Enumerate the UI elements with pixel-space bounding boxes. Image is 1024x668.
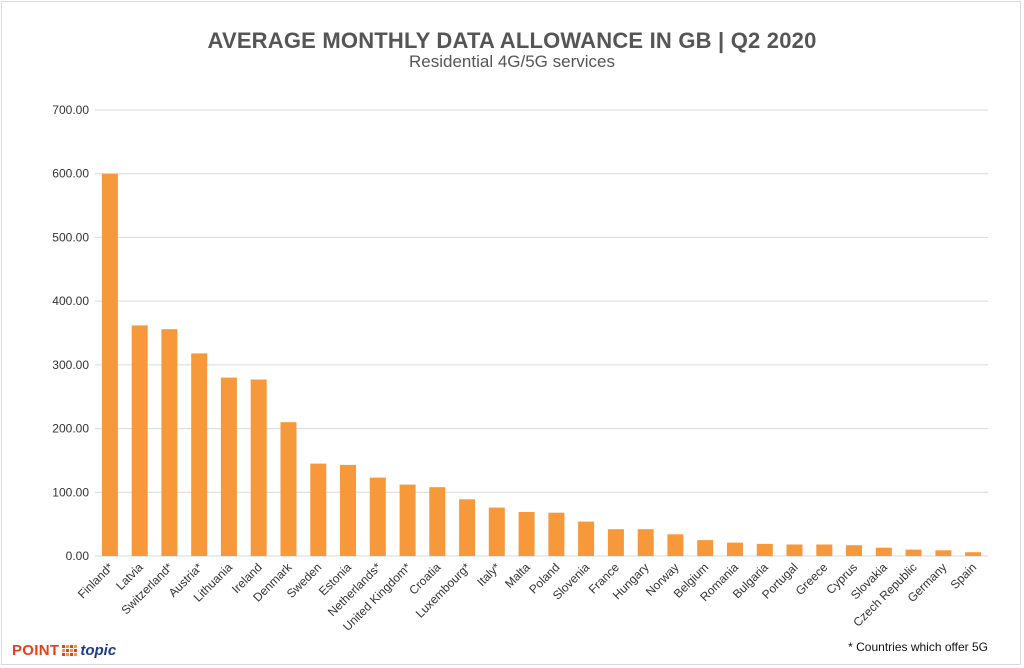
- x-tick-label: Italy*: [474, 560, 503, 589]
- chart-subtitle: Residential 4G/5G services: [409, 52, 615, 71]
- bar: [727, 542, 743, 556]
- bar: [786, 544, 803, 556]
- y-tick-label: 600.00: [52, 167, 89, 181]
- bar: [488, 507, 505, 556]
- logo-topic-text: topic: [80, 641, 117, 659]
- bar: [637, 529, 654, 556]
- bars: [101, 173, 982, 556]
- bar: [578, 521, 595, 556]
- bar: [161, 329, 178, 556]
- y-tick-label: 400.00: [52, 294, 89, 308]
- bar: [875, 547, 892, 556]
- bar: [756, 543, 773, 556]
- bar: [548, 512, 565, 556]
- y-tick-label: 700.00: [52, 103, 89, 117]
- logo-point-text: POINT: [12, 641, 60, 659]
- x-tick-label: Finland*: [75, 560, 116, 601]
- chart-title: AVERAGE MONTHLY DATA ALLOWANCE IN GB | Q…: [207, 28, 817, 53]
- point-topic-logo: POINT topic: [12, 641, 116, 659]
- x-tick-label: Greece: [793, 560, 831, 598]
- y-tick-labels: 0.00 100.00 200.00 300.00 400.00 500.00 600.00…: [52, 103, 89, 563]
- bar: [429, 487, 446, 556]
- bar: [369, 477, 386, 556]
- gridlines: [95, 109, 988, 557]
- bar: [220, 377, 237, 556]
- bar: [965, 552, 982, 556]
- y-tick-label: 300.00: [52, 358, 89, 372]
- bar: [697, 540, 714, 556]
- bar: [905, 549, 922, 556]
- bar: [607, 529, 624, 556]
- bar: [131, 325, 148, 556]
- bar: [816, 544, 833, 556]
- y-tick-label: 200.00: [52, 422, 89, 436]
- y-tick-label: 0.00: [66, 549, 90, 563]
- y-tick-label: 500.00: [52, 230, 89, 244]
- x-tick-label: Spain: [948, 560, 980, 592]
- bar: [250, 379, 267, 556]
- y-tick-label: 100.00: [52, 485, 89, 499]
- bar: [459, 499, 476, 556]
- bar: [191, 353, 208, 556]
- bar: [846, 545, 862, 556]
- bar: [399, 484, 416, 556]
- bar: [935, 550, 952, 556]
- logo-grid-icon: [62, 644, 78, 656]
- x-tick-labels: Finland*LatviaSwitzerland*Austria*Lithua…: [75, 560, 979, 634]
- bar: [518, 512, 535, 556]
- footnote: * Countries which offer 5G: [848, 640, 988, 654]
- bar: [310, 463, 327, 556]
- bar: [101, 173, 118, 556]
- bar: [667, 534, 684, 556]
- bar: [280, 422, 297, 556]
- bar: [340, 464, 356, 556]
